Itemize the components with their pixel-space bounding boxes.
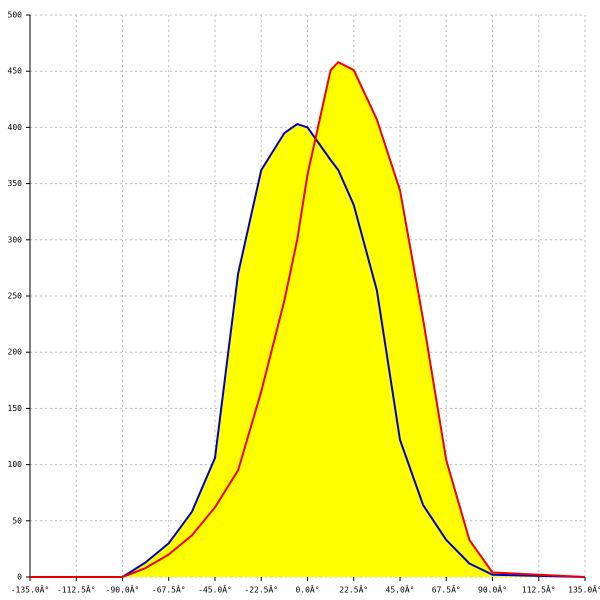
x-tick-label: 112.5Â° (522, 584, 556, 595)
x-tick-label: -90.0Â° (106, 584, 140, 595)
line (30, 123, 586, 578)
y-tick-label: 250 (8, 292, 23, 301)
x-tick-label: -22.5Â° (244, 584, 278, 595)
x-tick-label: -45.0Â° (198, 584, 232, 595)
x-tick-label: 90.0Â° (478, 584, 507, 595)
x-tick-label: 67.5Â° (432, 584, 461, 595)
y-tick-label: 0 (17, 573, 22, 582)
x-tick-label: -112.5Â° (57, 584, 96, 595)
y-tick-label: 400 (8, 123, 23, 132)
y-tick-label: 200 (8, 348, 23, 357)
area (30, 62, 585, 577)
y-tick-label: 350 (8, 179, 23, 188)
y-tick-label: 500 (8, 11, 23, 20)
y-tick-label: 50 (12, 516, 22, 525)
x-tick-label: 45.0Â° (386, 584, 415, 595)
y-tick-label: 100 (8, 460, 23, 469)
line (30, 61, 586, 578)
y-tick-label: 300 (8, 235, 23, 244)
x-tick-label: -135.0Â° (11, 584, 50, 595)
y-tick-label: 150 (8, 404, 23, 413)
y-tick-label: 450 (8, 67, 23, 76)
x-tick-label: 22.5Â° (339, 584, 368, 595)
x-tick-label: -67.5Â° (152, 584, 186, 595)
x-tick-label: 0.0Â° (295, 584, 319, 595)
x-tick-label: 135.0Â° (568, 584, 600, 595)
